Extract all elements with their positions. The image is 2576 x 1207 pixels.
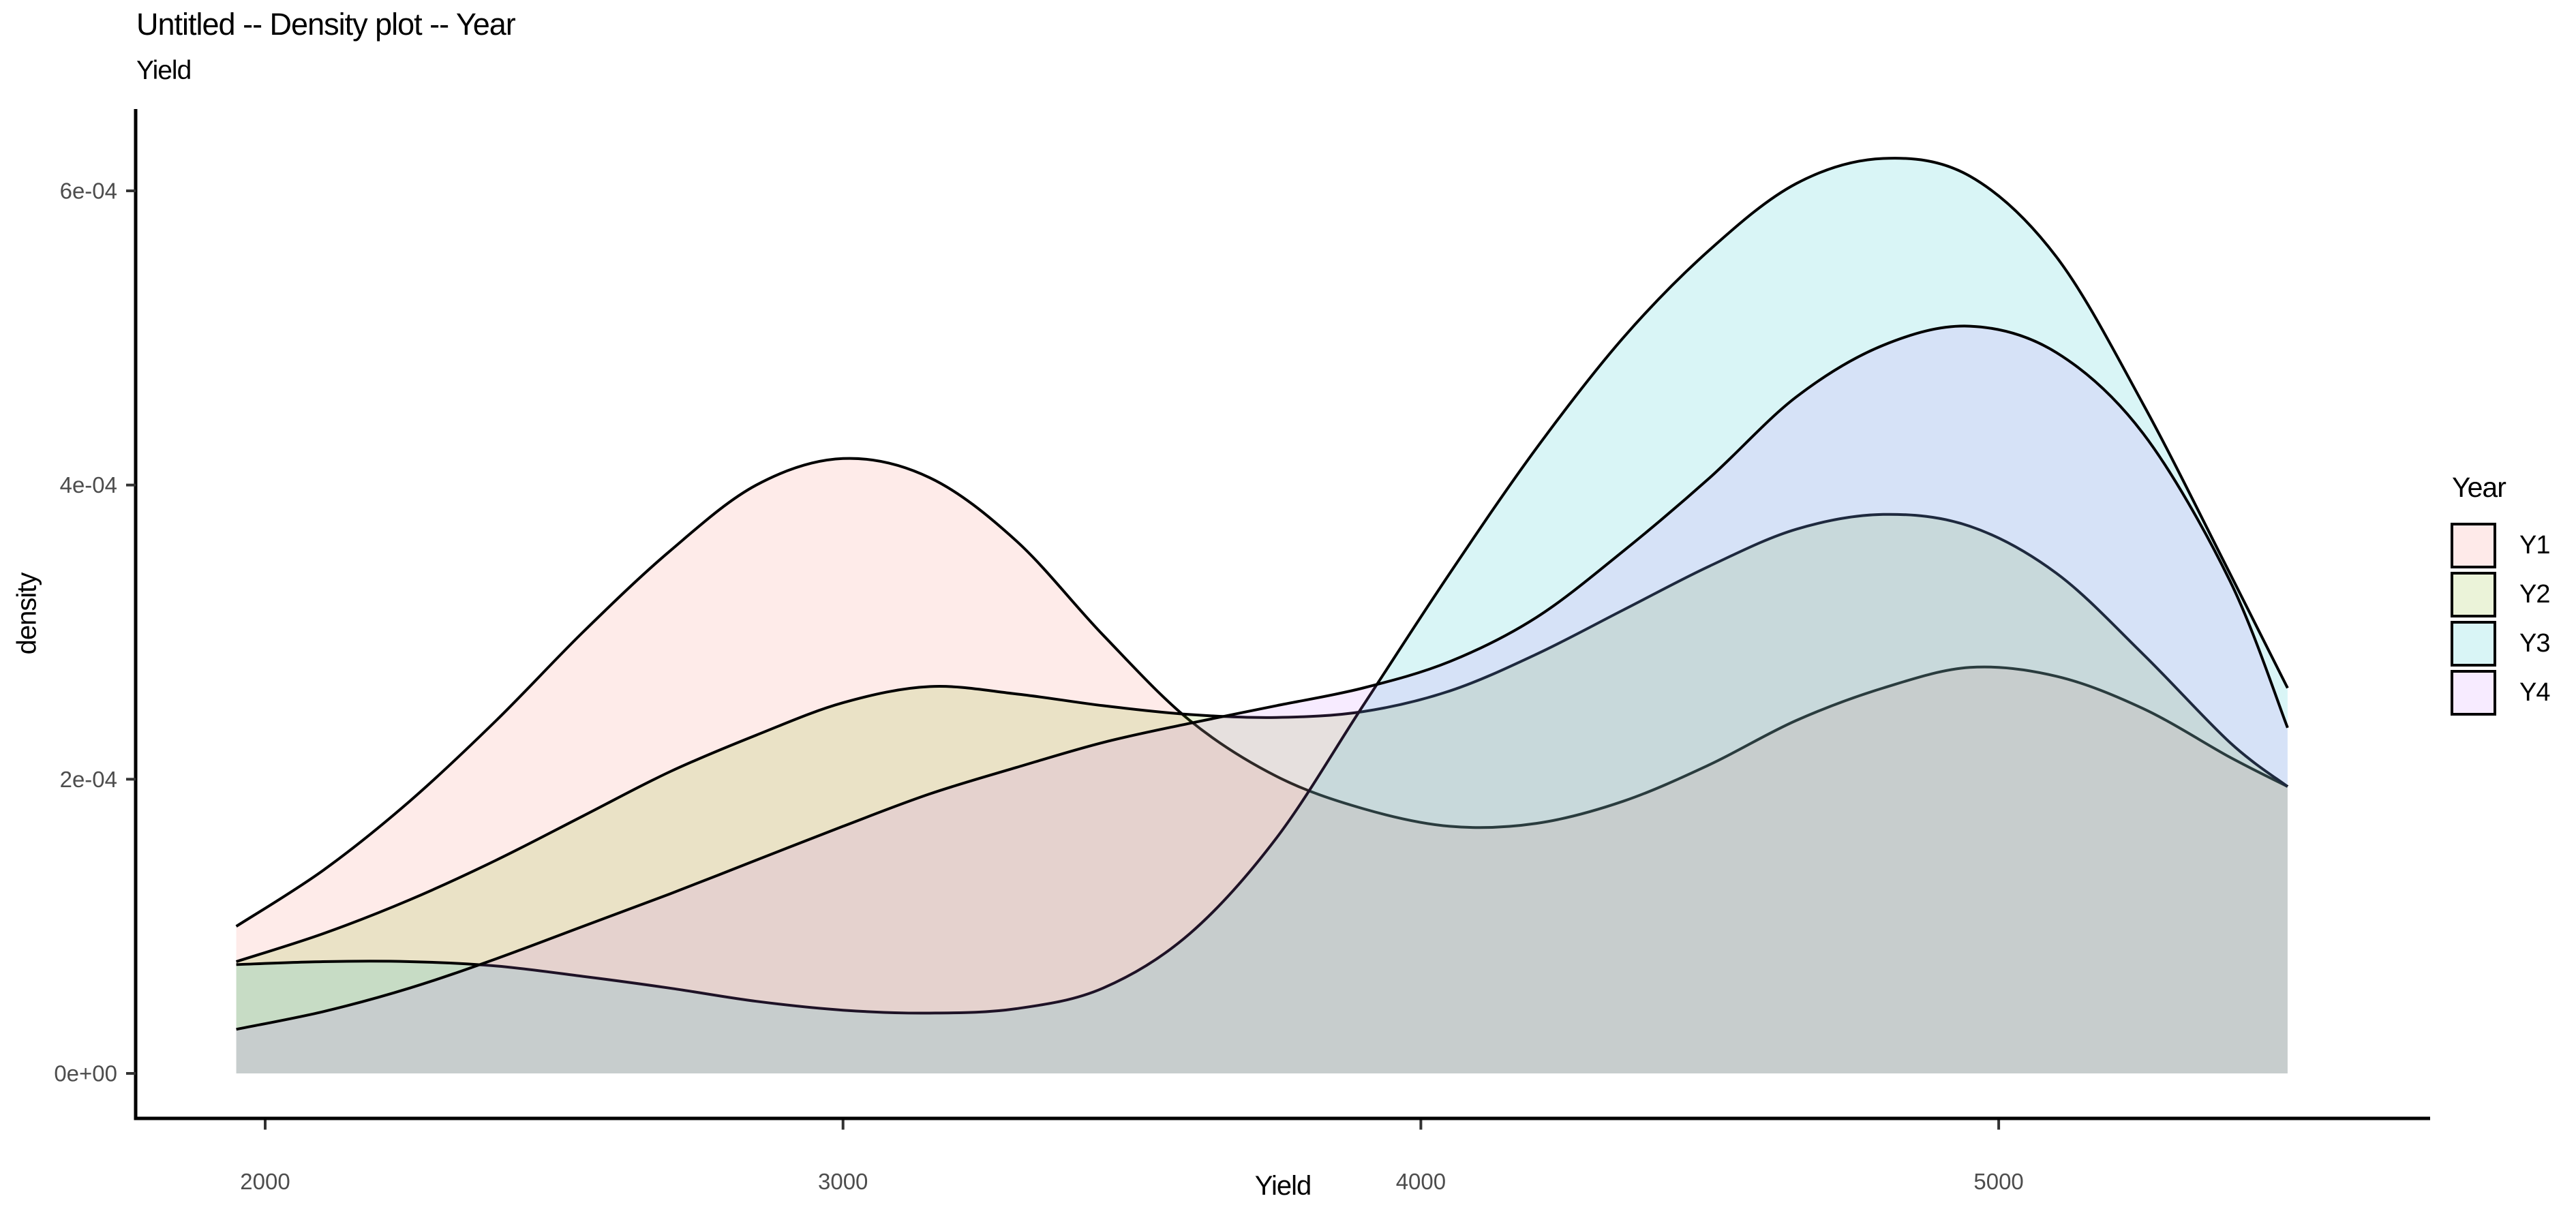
legend: Year Y1 Y2 Y3 Y4 [2451,472,2550,719]
density-curve-Y1 [235,457,2288,928]
density-curve-Y3 [236,157,2289,1015]
x-axis-title: Yield [1254,1171,1312,1201]
density-area-Y4 [236,326,2288,1074]
legend-item-label: Y2 [2519,580,2550,609]
density-area-Y3 [236,158,2288,1074]
legend-item-Y3: Y3 [2451,621,2550,667]
x-tick-label: 3000 [818,1169,868,1194]
legend-swatch-Y3 [2451,621,2496,667]
y-tick-label: 0e+00 [54,1061,117,1086]
legend-item-label: Y1 [2519,531,2550,560]
x-tick-label: 2000 [240,1169,290,1194]
legend-item-label: Y4 [2519,678,2550,707]
density-curve-Y4 [236,324,2289,1031]
legend-item-label: Y3 [2519,629,2550,658]
legend-items: Y1 Y2 Y3 Y4 [2451,523,2550,716]
y-tick-label: 4e-04 [60,472,117,498]
legend-item-Y1: Y1 [2451,523,2550,568]
plot-title: Untitled -- Density plot -- Year [136,7,516,42]
legend-item-Y4: Y4 [2451,670,2550,716]
y-tick-label: 2e-04 [60,767,117,792]
legend-title: Year [2452,472,2506,503]
density-area-Y2 [236,514,2288,1073]
x-tick-label: 5000 [1973,1169,2023,1194]
density-curve-Y2 [235,513,2289,963]
legend-swatch-Y4 [2451,670,2496,716]
x-tick-label: 4000 [1396,1169,1446,1194]
legend-swatch-Y1 [2451,523,2496,568]
y-axis-title: density [12,572,42,655]
density-area-Y1 [236,458,2288,1073]
legend-item-Y2: Y2 [2451,572,2550,617]
y-tick-label: 6e-04 [60,179,117,204]
legend-swatch-Y2 [2451,572,2496,617]
plot-subtitle: Yield [136,56,192,85]
